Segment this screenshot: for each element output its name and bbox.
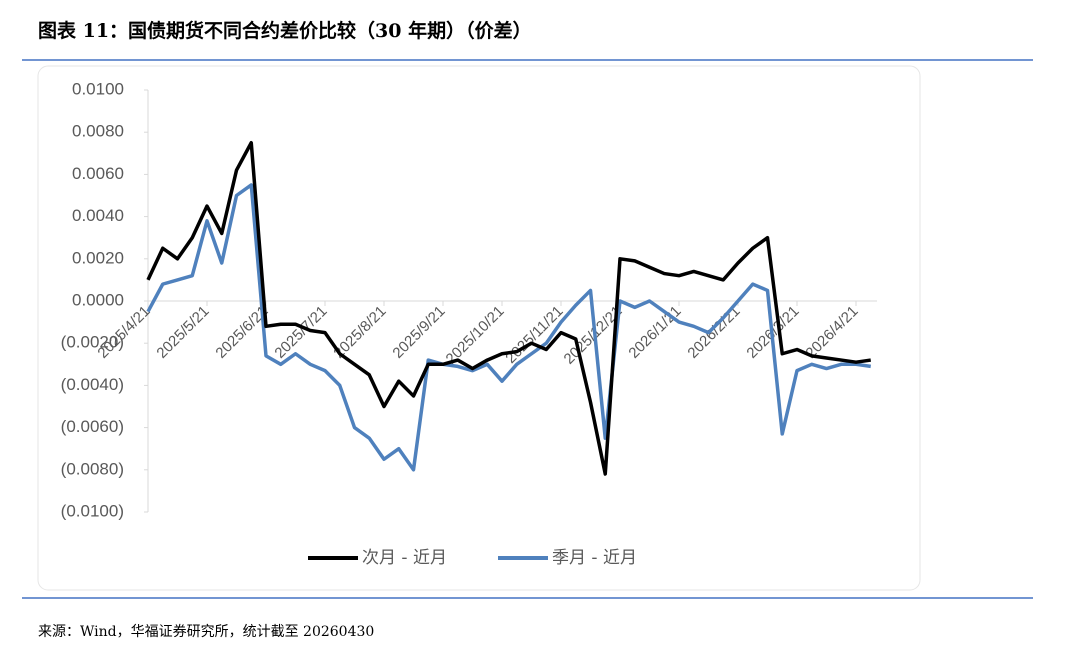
x-tick-label: 2026/4/21: [802, 303, 861, 362]
chart-title: 图表 11：国债期货不同合约差价比较（30 年期）（价差）: [38, 19, 532, 42]
y-tick-label: (0.0020): [61, 333, 124, 352]
source-note: 来源：Wind，华福证券研究所，统计截至 20260430: [38, 624, 374, 640]
y-tick-label: 0.0100: [72, 79, 124, 98]
x-tick-label: 2025/5/21: [153, 303, 212, 362]
series-line: [146, 183, 871, 472]
y-tick-label: (0.0080): [61, 459, 124, 478]
y-tick-label: 0.0080: [72, 122, 124, 141]
y-tick-label: 0.0000: [72, 290, 124, 309]
y-tick-label: 0.0040: [72, 206, 124, 225]
chart-frame: [37, 65, 921, 591]
x-tick-label: 2026/2/21: [684, 303, 743, 362]
y-tick-label: (0.0060): [61, 417, 124, 436]
y-tick-label: 0.0020: [72, 248, 124, 267]
legend-label: 季月 - 近月: [552, 548, 637, 568]
x-tick-label: 2025/9/21: [389, 303, 448, 362]
series-line: [146, 141, 871, 476]
x-tick-label: 2025/10/21: [443, 303, 508, 368]
legend-label: 次月 - 近月: [362, 548, 447, 568]
y-tick-label: (0.0040): [61, 375, 124, 394]
y-tick-label: (0.0100): [61, 501, 124, 520]
x-tick-label: 2026/1/21: [625, 303, 684, 362]
y-tick-label: 0.0060: [72, 164, 124, 183]
